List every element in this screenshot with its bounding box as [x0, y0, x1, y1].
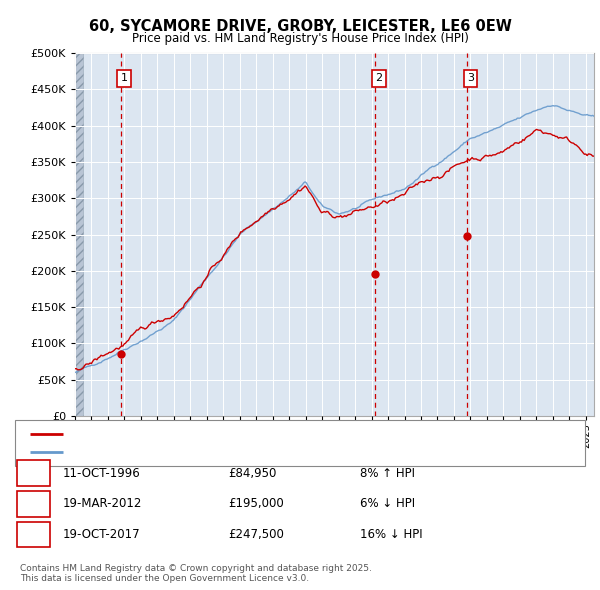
Bar	[75, 53, 83, 416]
Text: HPI: Average price, detached house, Hinckley and Bosworth: HPI: Average price, detached house, Hinc…	[69, 447, 382, 457]
Text: 60, SYCAMORE DRIVE, GROBY, LEICESTER, LE6 0EW (detached house): 60, SYCAMORE DRIVE, GROBY, LEICESTER, LE…	[69, 430, 433, 440]
Text: 16% ↓ HPI: 16% ↓ HPI	[360, 528, 422, 541]
Text: £84,950: £84,950	[228, 467, 277, 480]
Text: 19-MAR-2012: 19-MAR-2012	[63, 497, 142, 510]
Text: 2: 2	[30, 499, 37, 509]
Text: 19-OCT-2017: 19-OCT-2017	[63, 528, 140, 541]
Text: 3: 3	[467, 74, 474, 84]
Text: 6% ↓ HPI: 6% ↓ HPI	[360, 497, 415, 510]
Text: 8% ↑ HPI: 8% ↑ HPI	[360, 467, 415, 480]
Text: £195,000: £195,000	[228, 497, 284, 510]
Text: 60, SYCAMORE DRIVE, GROBY, LEICESTER, LE6 0EW: 60, SYCAMORE DRIVE, GROBY, LEICESTER, LE…	[89, 19, 511, 34]
Text: £247,500: £247,500	[228, 528, 284, 541]
Text: 3: 3	[30, 530, 37, 539]
Text: Price paid vs. HM Land Registry's House Price Index (HPI): Price paid vs. HM Land Registry's House …	[131, 32, 469, 45]
Text: 1: 1	[121, 74, 128, 84]
Text: 11-OCT-1996: 11-OCT-1996	[63, 467, 141, 480]
Text: 1: 1	[30, 468, 37, 478]
Text: 2: 2	[375, 74, 382, 84]
Text: Contains HM Land Registry data © Crown copyright and database right 2025.
This d: Contains HM Land Registry data © Crown c…	[20, 563, 371, 583]
Bar	[75, 53, 83, 416]
